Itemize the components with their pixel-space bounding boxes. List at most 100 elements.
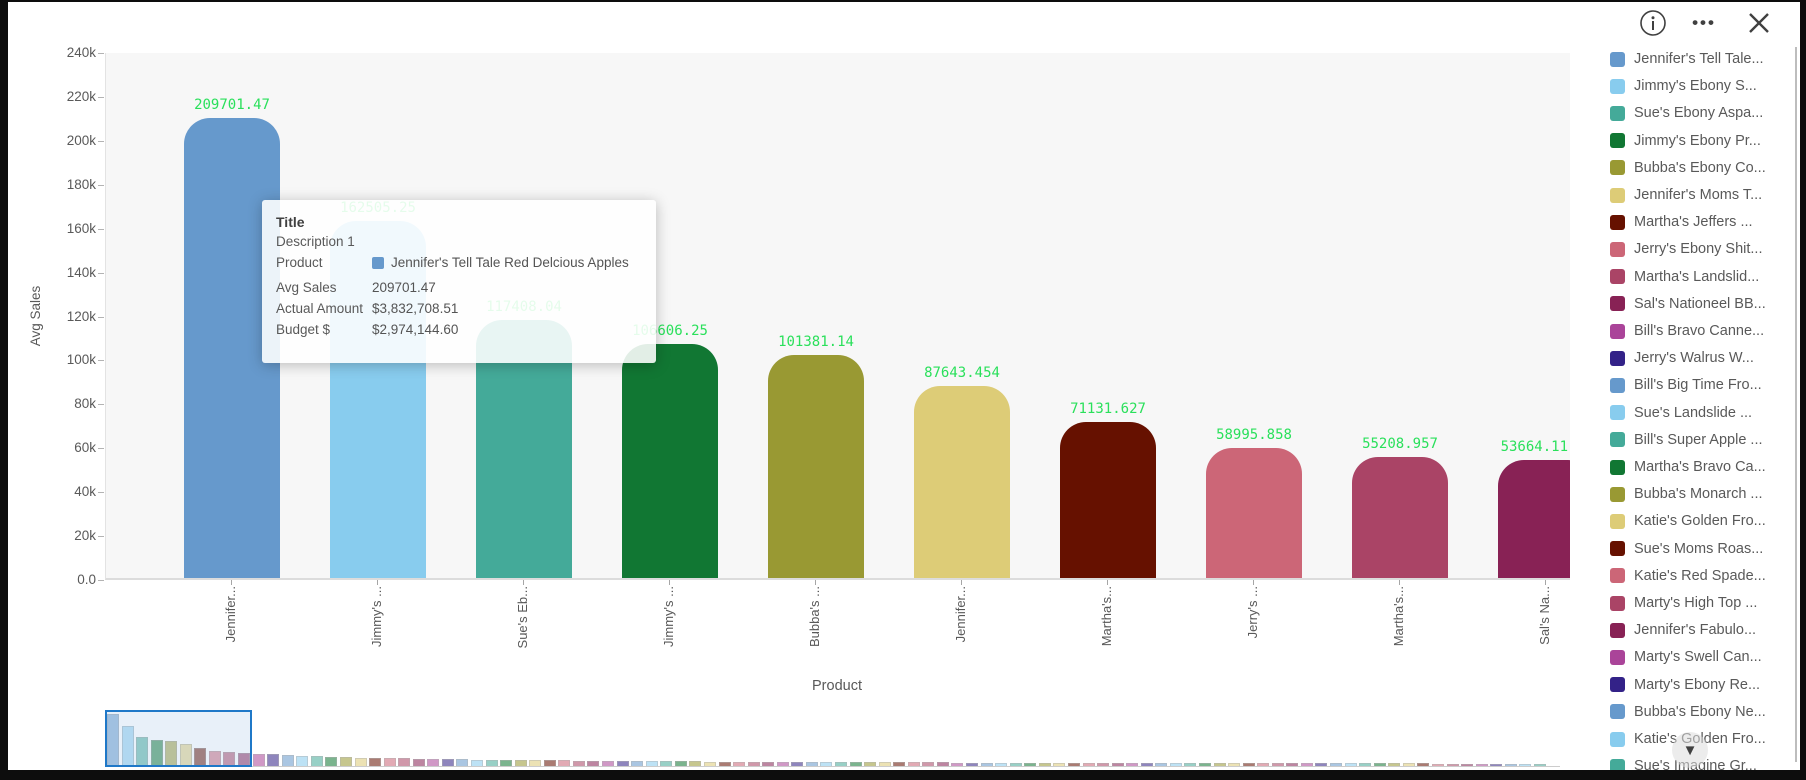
bar[interactable]: [476, 320, 572, 578]
y-tick-mark: [98, 272, 104, 274]
legend-item[interactable]: Marty's High Top ...: [1610, 591, 1757, 615]
tooltip-title: Title: [276, 214, 305, 230]
y-tick-label: 180k: [66, 176, 96, 192]
navigator-mini-bar: [500, 759, 513, 766]
legend-item[interactable]: Jimmy's Ebony S...: [1610, 74, 1757, 98]
legend-item[interactable]: Bubba's Ebony Co...: [1610, 156, 1766, 180]
navigator-mini-bar: [631, 761, 644, 766]
y-tick-mark: [98, 580, 104, 581]
y-tick-label: 140k: [66, 264, 96, 280]
legend-item[interactable]: Katie's Golden Fro...: [1610, 509, 1766, 533]
navigator-mini-bar: [616, 760, 629, 766]
bar[interactable]: [914, 386, 1010, 578]
navigator-mini-bar: [718, 761, 731, 766]
legend-item[interactable]: Sal's Nationeel BB...: [1610, 292, 1766, 316]
bar[interactable]: [622, 344, 718, 578]
legend-item[interactable]: Jerry's Walrus W...: [1610, 346, 1754, 370]
chart-widget: ••• Avg Sales Product 240k 220k 200k 180k 16…: [8, 2, 1800, 770]
tooltip-color-swatch: [372, 256, 384, 269]
legend-item[interactable]: Katie's Red Spade...: [1610, 564, 1766, 588]
navigator-mini-bar: [1417, 763, 1430, 766]
close-icon[interactable]: [1744, 8, 1774, 38]
navigator-mini-bar: [1388, 763, 1401, 766]
navigator-mini-bar: [165, 740, 178, 766]
legend-item[interactable]: Martha's Bravo Ca...: [1610, 455, 1766, 479]
navigator-mini-bar: [1286, 763, 1299, 766]
bar[interactable]: [1060, 422, 1156, 578]
x-axis-label: Sue's Eb...: [515, 586, 530, 649]
legend-scroll-down-icon[interactable]: ▼: [1672, 732, 1708, 768]
y-tick-label: 200k: [66, 132, 96, 148]
navigator-selection-window[interactable]: [105, 710, 252, 767]
tooltip-row-value-text: 209701.47: [372, 280, 436, 295]
legend-item[interactable]: Bubba's Monarch ...: [1610, 482, 1763, 506]
bar-value-label: 58995.858: [1216, 427, 1292, 443]
y-tick-label: 220k: [66, 88, 96, 104]
legend-item[interactable]: Bill's Super Apple ...: [1610, 428, 1763, 452]
legend-color-swatch: [1610, 758, 1625, 770]
bar[interactable]: [1206, 448, 1302, 578]
x-axis-label: Jimmy's ...: [661, 586, 676, 647]
navigator-mini-bar: [849, 762, 862, 766]
navigator-mini-bar: [1184, 763, 1197, 766]
legend-item[interactable]: Martha's Landslid...: [1610, 265, 1759, 289]
y-tick-label: 120k: [66, 308, 96, 324]
navigator-mini-bar: [966, 762, 979, 766]
legend-color-swatch: [1610, 133, 1625, 149]
legend-item[interactable]: Jerry's Ebony Shit...: [1610, 237, 1762, 261]
tooltip-row-value: Jennifer's Tell Tale Red Delcious Apples: [372, 252, 629, 273]
navigator-mini-bar: [296, 755, 309, 766]
legend-item-label: Jennifer's Tell Tale...: [1634, 51, 1764, 67]
legend-color-swatch: [1610, 677, 1625, 693]
info-icon[interactable]: [1638, 8, 1668, 38]
navigator-mini-bar: [1533, 763, 1546, 766]
more-options-icon[interactable]: •••: [1692, 13, 1716, 32]
navigator-mini-bar: [1053, 762, 1066, 766]
y-tick-label: 160k: [66, 220, 96, 236]
legend-item[interactable]: Jennifer's Moms T...: [1610, 183, 1762, 207]
navigator-mini-bar: [339, 757, 352, 766]
legend-color-swatch: [1610, 568, 1625, 584]
navigator-mini-bar: [471, 759, 483, 766]
navigator-mini-bar: [179, 744, 192, 766]
navigator-mini-bar: [1373, 763, 1386, 766]
navigator-mini-bar: [121, 725, 134, 766]
legend-item[interactable]: Marty's Swell Can...: [1610, 645, 1762, 669]
navigator-mini-bar: [441, 759, 454, 766]
legend-item[interactable]: Martha's Jeffers ...: [1610, 210, 1753, 234]
navigator-mini-bar: [805, 761, 818, 766]
legend-color-swatch: [1610, 187, 1625, 203]
navigator-mini-bar: [980, 762, 993, 766]
navigator-mini-bar: [922, 762, 935, 766]
y-tick-label: 40k: [74, 484, 96, 500]
legend-item[interactable]: Marty's Ebony Re...: [1610, 673, 1760, 697]
legend-item[interactable]: Sue's Ebony Aspa...: [1610, 101, 1763, 125]
legend-color-swatch: [1610, 377, 1625, 393]
legend-item[interactable]: Bill's Big Time Fro...: [1610, 373, 1762, 397]
bar[interactable]: [1352, 457, 1448, 578]
tooltip-row-value-text: Jennifer's Tell Tale Red Delcious Apples: [391, 255, 629, 270]
legend-item[interactable]: Bubba's Ebony Ne...: [1610, 700, 1766, 724]
navigator-mini-bar: [1490, 763, 1503, 766]
legend-item[interactable]: Jennifer's Fabulo...: [1610, 618, 1756, 642]
legend-item[interactable]: Sue's Landslide ...: [1610, 401, 1752, 425]
legend-item[interactable]: Jimmy's Ebony Pr...: [1610, 129, 1761, 153]
legend-item[interactable]: Sue's Moms Roas...: [1610, 537, 1763, 561]
legend-panel: Jennifer's Tell Tale... Jimmy's Ebony S..…: [1600, 2, 1800, 770]
legend-item-label: Bill's Bravo Canne...: [1634, 323, 1765, 339]
legend-item[interactable]: Bill's Bravo Canne...: [1610, 319, 1764, 343]
navigator-mini-bar: [485, 759, 498, 766]
bar-value-label: 101381.14: [778, 334, 854, 350]
x-tick-mark: [961, 580, 962, 585]
x-tick-mark: [377, 580, 378, 585]
x-axis-label: Jennifer...: [223, 586, 238, 643]
navigator-mini-bar: [1446, 763, 1459, 766]
bar-value-label: 87643.454: [924, 365, 1000, 381]
scroll-navigator[interactable]: [105, 702, 1560, 768]
bar[interactable]: [1498, 460, 1570, 578]
legend-item[interactable]: Jennifer's Tell Tale...: [1610, 47, 1764, 71]
legend-item-label: Marty's High Top ...: [1634, 595, 1758, 611]
bar[interactable]: [768, 355, 864, 578]
legend-item-label: Jimmy's Ebony S...: [1634, 78, 1757, 95]
legend-scrollbar[interactable]: [1795, 47, 1797, 762]
